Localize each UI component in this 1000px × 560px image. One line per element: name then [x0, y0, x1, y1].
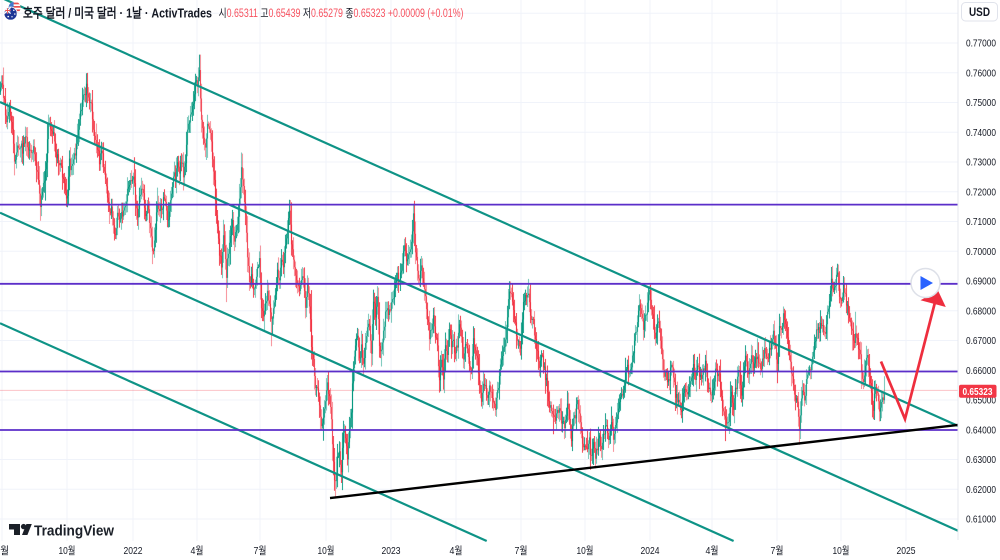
- svg-text:2023: 2023: [382, 545, 401, 557]
- svg-text:호주 달러 / 미국 달러 · 1날 · ActivTrad: 호주 달러 / 미국 달러 · 1날 · ActivTrades: [23, 6, 212, 21]
- svg-text:0.63000: 0.63000: [966, 454, 996, 466]
- svg-text:0.76000: 0.76000: [966, 67, 996, 79]
- svg-text:0.72000: 0.72000: [966, 186, 996, 198]
- svg-text:7월: 7월: [0, 545, 9, 557]
- svg-text:0.61000: 0.61000: [966, 514, 996, 526]
- svg-text:0.68000: 0.68000: [966, 305, 996, 317]
- svg-text:시0.65311 고0.65439 저0.65279 종0.: 시0.65311 고0.65439 저0.65279 종0.65323 +0.0…: [219, 7, 464, 20]
- svg-text:7월: 7월: [515, 545, 528, 557]
- svg-text:0.69000: 0.69000: [966, 276, 996, 288]
- svg-text:10월: 10월: [59, 545, 76, 557]
- svg-text:0.75000: 0.75000: [966, 97, 996, 109]
- svg-text:2025: 2025: [897, 545, 916, 557]
- svg-text:USD: USD: [969, 7, 990, 19]
- svg-text:TradingView: TradingView: [34, 523, 114, 540]
- svg-text:0.73000: 0.73000: [966, 157, 996, 169]
- svg-text:10월: 10월: [833, 545, 850, 557]
- svg-text:0.66000: 0.66000: [966, 365, 996, 377]
- svg-text:10월: 10월: [318, 545, 335, 557]
- svg-text:4월: 4월: [191, 545, 204, 557]
- svg-text:0.71000: 0.71000: [966, 216, 996, 228]
- svg-text:0.65323: 0.65323: [963, 386, 993, 398]
- svg-text:0.70000: 0.70000: [966, 246, 996, 258]
- svg-text:0.67000: 0.67000: [966, 335, 996, 347]
- svg-text:0.77000: 0.77000: [966, 38, 996, 50]
- svg-text:0.74000: 0.74000: [966, 127, 996, 139]
- svg-text:2024: 2024: [641, 545, 660, 557]
- svg-text:0.62000: 0.62000: [966, 484, 996, 496]
- svg-text:7월: 7월: [254, 545, 267, 557]
- svg-text:4월: 4월: [706, 545, 719, 557]
- svg-text:0.64000: 0.64000: [966, 424, 996, 436]
- svg-text:2022: 2022: [124, 545, 143, 557]
- svg-text:7월: 7월: [771, 545, 784, 557]
- svg-text:10월: 10월: [577, 545, 594, 557]
- svg-text:4월: 4월: [450, 545, 463, 557]
